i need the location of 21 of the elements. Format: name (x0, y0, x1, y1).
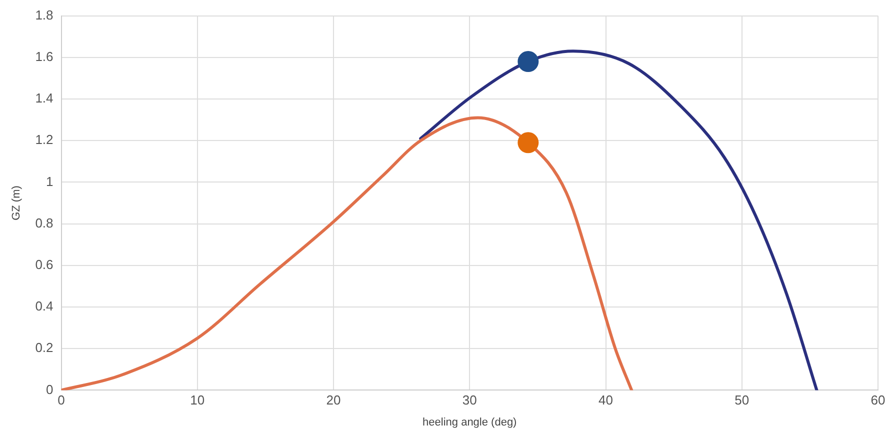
y-tick-label: 1.6 (35, 48, 54, 64)
y-tick-label: 0.4 (35, 298, 54, 314)
y-tick-label: 1.4 (35, 90, 54, 106)
y-tick-label: 1.8 (35, 7, 54, 22)
y-axis-title: GZ (m) (10, 186, 23, 220)
x-axis-title: heeling angle (deg) (422, 416, 517, 428)
line-series (419, 50, 818, 390)
x-tick-label: 10 (190, 392, 205, 408)
y-tick-label: 0.6 (35, 256, 54, 272)
x-tick-label: 50 (734, 392, 750, 408)
x-tick-label: 20 (326, 392, 341, 408)
y-tick-label: 1 (46, 174, 54, 189)
y-tick-label: 0.8 (35, 215, 54, 230)
x-tick-label: 30 (462, 392, 477, 408)
y-tick-label: 0 (46, 382, 54, 397)
x-tick-label: 40 (598, 392, 613, 408)
y-tick-label: 0.2 (35, 340, 54, 356)
line-series (61, 116, 634, 390)
x-tick-label: 60 (870, 392, 886, 408)
y-tick-label: 1.2 (35, 132, 54, 148)
x-tick-label: 0 (58, 392, 65, 408)
